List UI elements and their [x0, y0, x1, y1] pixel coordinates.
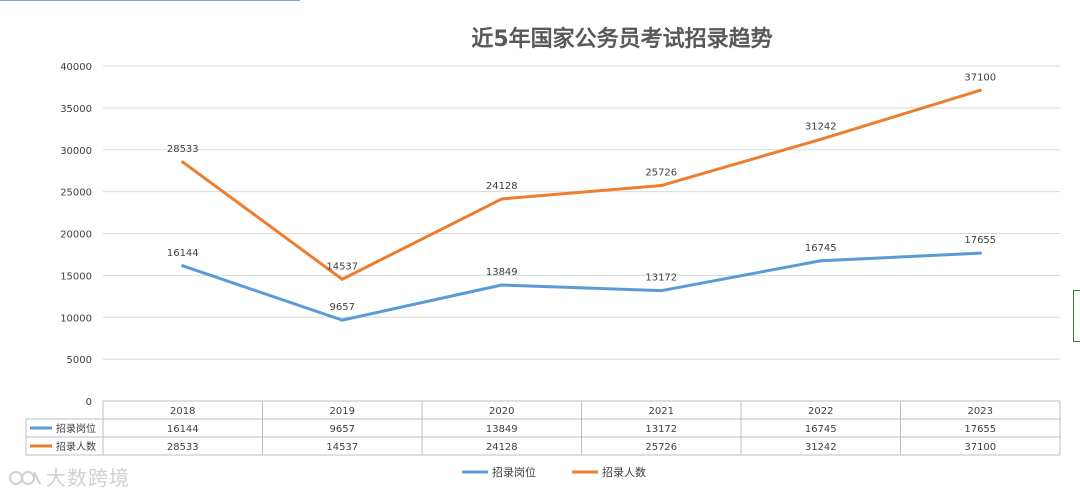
table-cell: 37100	[964, 442, 996, 453]
y-tick-label: 40000	[60, 62, 92, 73]
data-label: 28533	[167, 144, 199, 155]
data-point	[819, 259, 823, 263]
x-tick-label: 2021	[649, 406, 674, 417]
cell-selection-edge	[1073, 290, 1080, 342]
data-point	[340, 318, 344, 322]
series-line	[181, 88, 982, 281]
data-label: 31242	[805, 121, 837, 132]
table-cell: 13172	[645, 424, 677, 435]
data-point	[978, 251, 982, 255]
x-tick-label: 2019	[330, 406, 355, 417]
watermark: 大数跨境	[8, 462, 130, 491]
table-series-label: 招录人数	[56, 440, 96, 453]
y-axis: 0 5000 10000 15000 20000 25000 30000 35000 40000	[60, 62, 92, 408]
legend-label: 招录人数	[602, 465, 646, 479]
chart-title: 近5年国家公务员考试招录趋势	[471, 26, 772, 52]
data-label: 37100	[964, 72, 996, 83]
data-label: 13172	[645, 273, 677, 284]
data-point	[500, 197, 504, 201]
table-cell: 16144	[167, 424, 199, 435]
data-point	[340, 277, 344, 281]
table-cell: 9657	[330, 424, 355, 435]
window-edge	[0, 0, 300, 5]
legend-label: 招录岗位	[492, 465, 536, 479]
data-label: 16745	[805, 243, 837, 254]
data-point	[659, 184, 663, 188]
table-cell: 25726	[645, 442, 677, 453]
data-label: 13849	[486, 267, 518, 278]
y-tick-label: 15000	[60, 271, 92, 282]
x-tick-label: 2018	[170, 406, 195, 417]
x-tick-label: 2022	[808, 406, 833, 417]
y-tick-label: 10000	[60, 313, 92, 324]
data-label: 24128	[486, 181, 518, 192]
data-point	[181, 264, 185, 268]
y-tick-label: 35000	[60, 104, 92, 115]
data-label: 9657	[330, 302, 355, 313]
table-cell: 17655	[964, 424, 996, 435]
data-label: 25726	[645, 168, 677, 179]
table-cell: 16745	[805, 424, 837, 435]
table-cell: 14537	[326, 442, 358, 453]
y-tick-label: 30000	[60, 146, 92, 157]
legend: 招录岗位 招录人数	[462, 465, 646, 479]
series-lines: 16144 9657 13849 13172 16745 17655 28533 14537 2…	[167, 72, 996, 322]
data-point	[819, 137, 823, 141]
data-label: 17655	[964, 235, 996, 246]
series-line	[181, 251, 982, 322]
table-series-label: 招录岗位	[56, 422, 96, 435]
table-cell: 28533	[167, 442, 199, 453]
y-tick-label: 25000	[60, 188, 92, 199]
data-label: 14537	[326, 261, 358, 272]
y-tick-label: 20000	[60, 230, 92, 241]
gridlines	[103, 65, 1060, 402]
table-cell: 13849	[486, 424, 518, 435]
y-tick-label: 0	[86, 397, 92, 408]
table-cell: 24128	[486, 442, 518, 453]
data-point	[978, 88, 982, 92]
data-table: 2018 2019 2020 2021 2022 2023 招录岗位 16144 9657 138…	[25, 400, 1061, 456]
table-cell: 31242	[805, 442, 837, 453]
watermark-text: 大数跨境	[46, 466, 130, 490]
data-point	[659, 289, 663, 293]
data-point	[181, 160, 185, 164]
x-tick-label: 2020	[489, 406, 514, 417]
data-label: 16144	[167, 248, 199, 259]
x-tick-label: 2023	[968, 406, 993, 417]
watermark-logo-icon	[9, 471, 41, 485]
y-tick-label: 5000	[67, 355, 92, 366]
data-point	[500, 283, 504, 287]
